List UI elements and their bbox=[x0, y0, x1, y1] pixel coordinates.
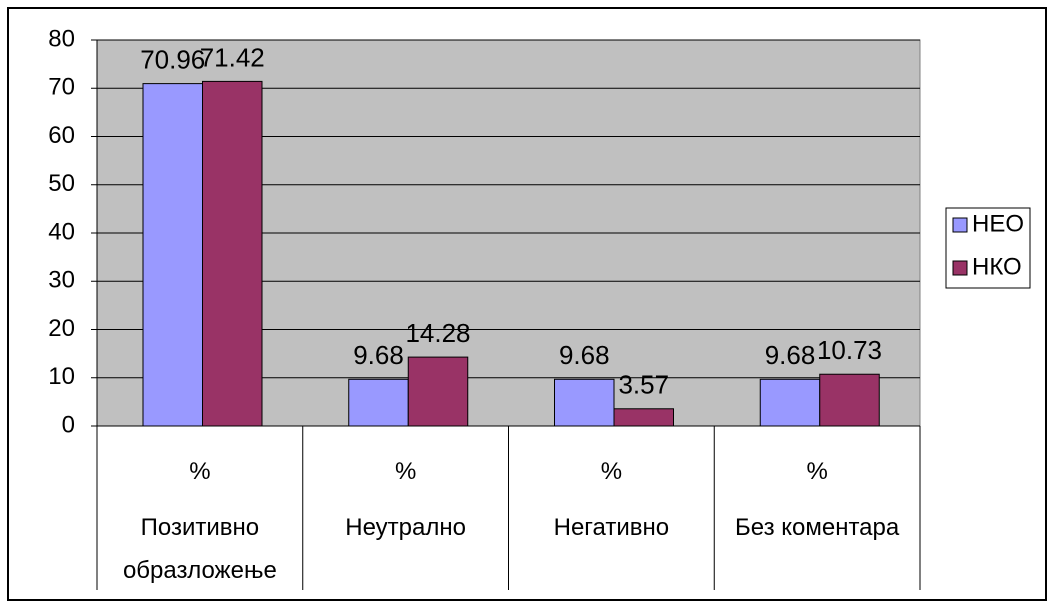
value-label: 9.68 bbox=[559, 340, 610, 370]
x-tick-sublabel: % bbox=[600, 458, 623, 485]
legend-swatch bbox=[952, 217, 968, 233]
bar bbox=[613, 408, 674, 427]
x-tick-sublabel: % bbox=[394, 458, 417, 485]
x-tick-label: Без коментара bbox=[735, 514, 900, 541]
y-tick-label: 30 bbox=[48, 267, 75, 294]
y-tick-label: 0 bbox=[62, 411, 75, 438]
value-label: 9.68 bbox=[765, 340, 816, 370]
bar bbox=[407, 356, 469, 427]
y-tick-label: 40 bbox=[48, 218, 75, 245]
value-label: 71.42 bbox=[200, 42, 265, 72]
y-tick-label: 80 bbox=[48, 25, 75, 52]
legend-swatch bbox=[952, 260, 968, 276]
bar bbox=[819, 373, 880, 427]
bar bbox=[202, 80, 263, 427]
bar bbox=[554, 378, 615, 427]
value-label: 14.28 bbox=[405, 318, 470, 348]
x-tick-label: Неутрално bbox=[345, 514, 466, 541]
y-tick-label: 10 bbox=[48, 363, 75, 390]
y-tick-label: 70 bbox=[48, 74, 75, 101]
x-tick-label: Негативно bbox=[553, 514, 670, 541]
x-tick-sublabel: % bbox=[806, 458, 828, 485]
legend-label: НЕО bbox=[972, 210, 1024, 237]
value-label: 3.57 bbox=[618, 370, 669, 400]
y-tick-label: 50 bbox=[48, 170, 75, 197]
x-tick-label: Позитивно образложење bbox=[122, 514, 277, 584]
y-tick-label: 60 bbox=[48, 122, 75, 149]
bar bbox=[348, 378, 409, 427]
y-tick-label: 20 bbox=[48, 315, 75, 342]
value-label: 70.96 bbox=[140, 44, 205, 74]
value-label: 9.68 bbox=[353, 340, 404, 370]
value-label: 10.73 bbox=[817, 335, 882, 365]
legend-label: НКО bbox=[972, 253, 1022, 280]
bar bbox=[759, 378, 821, 427]
bar bbox=[142, 83, 203, 427]
x-tick-sublabel: % bbox=[189, 458, 211, 485]
